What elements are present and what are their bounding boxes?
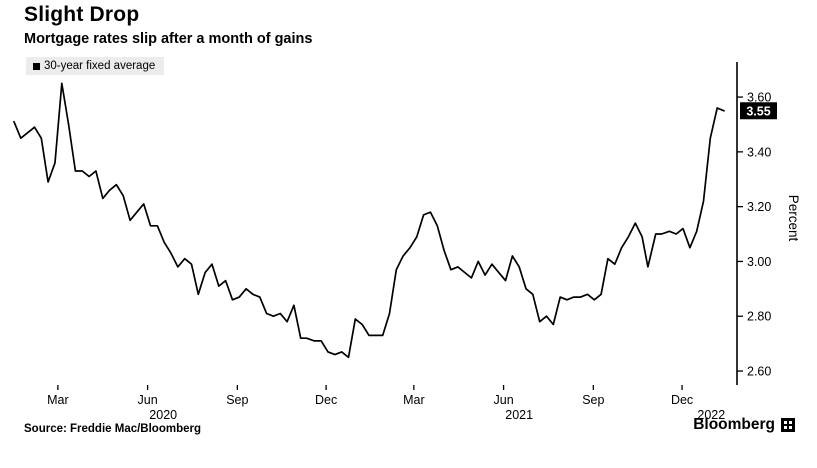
y-tick-label: 3.00 [747,255,771,269]
x-tick-label: Sep [226,393,248,407]
x-tick-label: Jun [138,393,158,407]
y-tick-label: 3.20 [747,200,771,214]
x-tick-label: Dec [671,393,693,407]
year-label: 2020 [149,408,177,422]
legend: 30-year fixed average [26,57,165,75]
last-value-badge [740,102,777,120]
y-tick-label: 2.80 [747,310,771,324]
last-value-label: 3.55 [746,104,770,118]
series-line [13,82,725,359]
chart-title: Slight Drop [24,3,140,26]
x-tick-label: Mar [47,393,69,407]
source-note: Source: Freddie Mac/Bloomberg [24,423,202,435]
x-tick-label: Jun [494,393,514,407]
y-axis-title: Percent [786,195,801,242]
year-label: 2021 [505,408,533,422]
x-tick-label: Dec [315,393,337,407]
bloomberg-terminal-icon [781,418,795,432]
x-tick-label: Mar [403,393,425,407]
y-tick-label: 3.40 [747,145,771,159]
legend-label: 30-year fixed average [44,60,156,72]
y-tick-label: 3.60 [747,91,771,105]
x-tick-label: Sep [582,393,604,407]
y-tick-label: 2.60 [747,365,771,379]
bloomberg-logo: Bloomberg [693,416,795,434]
legend-swatch-icon [33,62,40,70]
bloomberg-wordmark: Bloomberg [693,416,775,433]
chart-subtitle: Mortgage rates slip after a month of gai… [24,31,313,47]
year-label: 2022 [697,408,725,422]
